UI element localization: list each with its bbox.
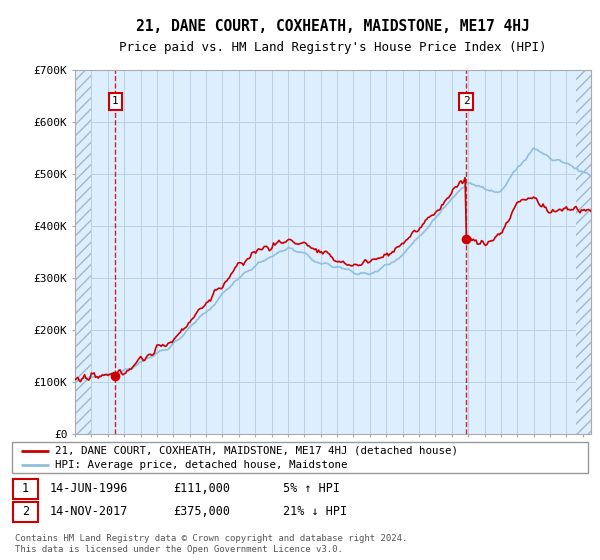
Text: 14-JUN-1996: 14-JUN-1996 — [49, 482, 128, 495]
Text: 21, DANE COURT, COXHEATH, MAIDSTONE, ME17 4HJ: 21, DANE COURT, COXHEATH, MAIDSTONE, ME1… — [136, 20, 530, 34]
Text: 2: 2 — [22, 506, 29, 519]
Text: Contains HM Land Registry data © Crown copyright and database right 2024.: Contains HM Land Registry data © Crown c… — [15, 534, 407, 543]
Text: 5% ↑ HPI: 5% ↑ HPI — [283, 482, 340, 495]
Text: HPI: Average price, detached house, Maidstone: HPI: Average price, detached house, Maid… — [55, 460, 348, 470]
Text: £375,000: £375,000 — [173, 506, 230, 519]
Text: 2: 2 — [463, 96, 469, 106]
Text: £111,000: £111,000 — [173, 482, 230, 495]
Text: 21, DANE COURT, COXHEATH, MAIDSTONE, ME17 4HJ (detached house): 21, DANE COURT, COXHEATH, MAIDSTONE, ME1… — [55, 446, 458, 456]
Bar — [13, 502, 38, 522]
Text: 1: 1 — [22, 482, 29, 495]
Text: 1: 1 — [112, 96, 119, 106]
Text: Price paid vs. HM Land Registry's House Price Index (HPI): Price paid vs. HM Land Registry's House … — [119, 40, 547, 54]
Bar — [13, 479, 38, 498]
Text: 14-NOV-2017: 14-NOV-2017 — [49, 506, 128, 519]
Text: This data is licensed under the Open Government Licence v3.0.: This data is licensed under the Open Gov… — [15, 545, 343, 554]
Text: 21% ↓ HPI: 21% ↓ HPI — [283, 506, 347, 519]
